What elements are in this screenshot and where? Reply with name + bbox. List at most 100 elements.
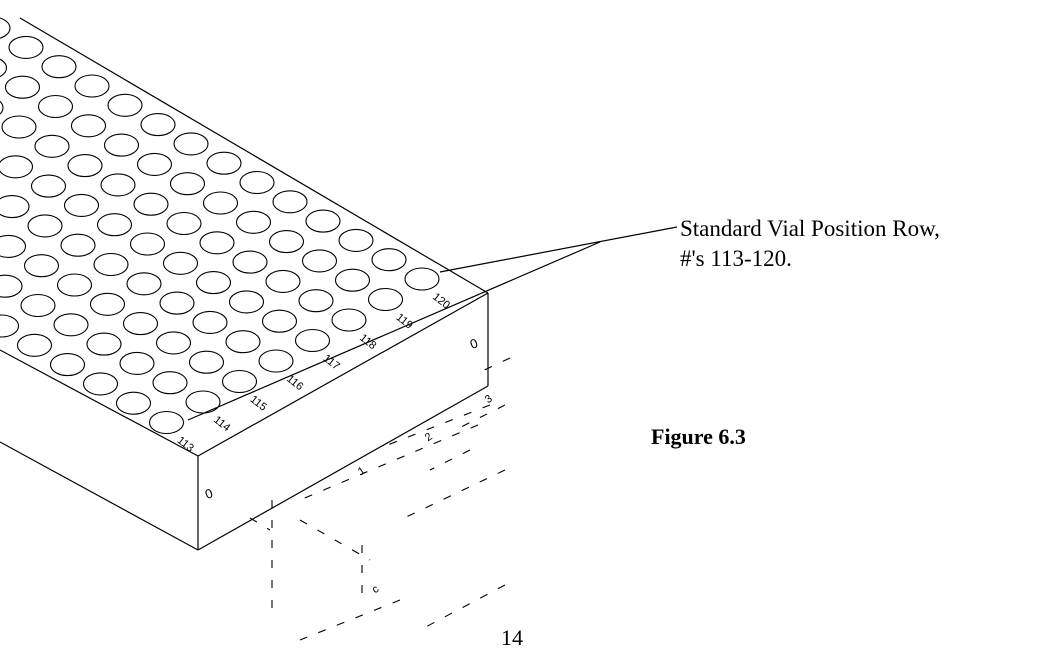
vial-hole: [49, 353, 86, 377]
callout-text: Standard Vial Position Row, #'s 113-120.: [680, 214, 940, 274]
callout-line-1: Standard Vial Position Row,: [680, 216, 940, 241]
base-mark: c: [370, 583, 382, 596]
vial-hole: [37, 94, 74, 119]
vial-hole: [89, 292, 126, 316]
vial-hole: [0, 17, 11, 39]
base-dashed-line: [399, 469, 506, 521]
front-row-vial-hole: [258, 349, 294, 373]
vial-hole: [8, 35, 44, 59]
front-row-vial-hole: [331, 308, 367, 332]
side-mark: 0: [203, 485, 215, 502]
rack-top-back-edge: [19, 17, 489, 294]
vial-hole: [103, 133, 140, 157]
vial-hole: [30, 174, 67, 198]
vial-hole: [119, 351, 155, 375]
vial-hole: [86, 332, 122, 356]
front-row-vial-hole: [367, 287, 404, 312]
vial-hole: [0, 314, 20, 338]
vial-hole: [305, 209, 341, 233]
base-dashed-line: [299, 424, 479, 501]
base-dashed-line: [419, 584, 506, 631]
base-dashed-line: [299, 599, 401, 641]
vial-hole: [371, 248, 407, 272]
vial-hole: [122, 312, 159, 336]
callout-line-2: #'s 113-120.: [680, 246, 792, 271]
vial-hole: [23, 254, 60, 278]
vial-hole: [159, 291, 195, 315]
front-row-vial-hole: [294, 328, 331, 353]
vial-hole: [129, 232, 166, 256]
vial-position-number: 116: [284, 373, 305, 393]
front-row-vial-hole: [221, 369, 258, 394]
vial-hole: [162, 251, 199, 275]
vial-hole: [173, 132, 209, 156]
vial-hole: [0, 274, 23, 298]
base-dashed-line: [479, 357, 511, 373]
rack-left-bottom-edge: [0, 441, 199, 551]
vial-hole: [93, 252, 129, 277]
vial-hole: [82, 372, 119, 396]
vial-hole: [188, 350, 225, 374]
vial-hole: [20, 293, 56, 318]
vial-hole: [228, 290, 265, 314]
vial-hole: [27, 214, 63, 238]
vial-hole: [136, 152, 173, 176]
vial-hole: [169, 172, 206, 196]
vial-hole: [100, 173, 136, 197]
vial-position-number: 115: [248, 393, 269, 413]
vial-hole: [34, 134, 70, 158]
base-dashed-line: [249, 517, 271, 531]
vial-hole: [140, 113, 176, 137]
vial-hole: [199, 231, 235, 255]
vial-hole: [265, 269, 301, 293]
vial-hole: [63, 193, 100, 217]
vial-position-number: 113: [175, 434, 196, 454]
side-mark: 0: [468, 335, 480, 352]
base-dashed-line: [429, 449, 471, 471]
vial-hole: [74, 74, 110, 98]
page-number: 14: [501, 625, 523, 650]
vial-hole: [206, 151, 242, 175]
vial-hole: [96, 213, 133, 237]
vial-hole: [60, 233, 96, 257]
vial-hole: [126, 272, 162, 296]
vial-hole: [133, 192, 169, 216]
vial-hole: [195, 271, 232, 295]
rack-right-bottom-edge: [197, 385, 489, 551]
base-mark: 1: [356, 465, 368, 478]
base-mark: 3: [483, 393, 495, 406]
vial-hole: [298, 289, 334, 313]
vial-hole: [70, 114, 107, 138]
vial-position-number: 118: [357, 332, 378, 352]
vial-hole: [152, 371, 188, 395]
vial-position-number: 114: [211, 414, 232, 434]
vial-hole: [0, 234, 27, 258]
vial-hole: [261, 309, 298, 333]
rack-top-right-edge: [197, 292, 489, 457]
vial-hole: [334, 268, 371, 292]
callout-leader-line: [439, 226, 678, 273]
front-row-vial-hole: [148, 410, 185, 435]
callout-leader-line: [187, 241, 601, 421]
vial-hole: [67, 154, 103, 178]
front-row-vial-hole: [404, 267, 440, 291]
base-mark: 2: [423, 431, 435, 444]
vial-hole: [4, 75, 41, 99]
vial-hole: [338, 228, 374, 252]
vial-hole: [232, 250, 268, 274]
base-dashed-line: [299, 519, 371, 561]
vial-hole: [166, 211, 202, 236]
vial-position-number: 119: [394, 311, 415, 331]
vial-hole: [0, 100, 4, 115]
vial-hole: [239, 170, 275, 195]
front-row-vial-hole: [185, 390, 221, 414]
vial-hole: [301, 249, 338, 273]
vial-hole: [225, 330, 261, 354]
vial-hole: [41, 55, 77, 79]
vial-hole: [0, 155, 34, 179]
vial-hole: [202, 191, 239, 215]
vial-hole: [107, 93, 143, 117]
vial-hole: [1, 115, 37, 139]
vial-hole: [235, 210, 272, 234]
